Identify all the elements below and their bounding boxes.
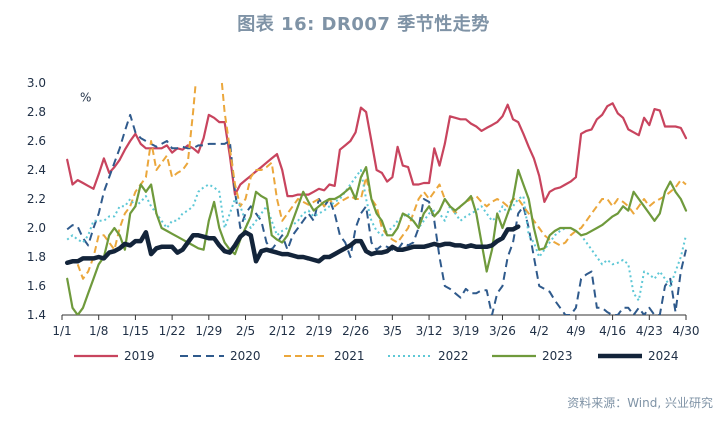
x-tick-label: 3/19 xyxy=(452,324,479,338)
chart-title: 图表 16: DR007 季节性走势 xyxy=(237,14,490,35)
x-tick-label: 3/5 xyxy=(383,324,402,338)
y-tick-label: 2.4 xyxy=(27,163,46,177)
y-tick-label: 2.2 xyxy=(27,192,46,206)
x-tick-label: 4/30 xyxy=(673,324,700,338)
x-tick-label: 3/12 xyxy=(416,324,443,338)
x-tick-label: 2/5 xyxy=(236,324,255,338)
x-tick-label: 4/2 xyxy=(530,324,549,338)
y-tick-label: 2.0 xyxy=(27,221,46,235)
x-tick-label: 4/9 xyxy=(566,324,585,338)
x-tick-label: 4/23 xyxy=(636,324,663,338)
axes: 1.4 1.6 1.8 2.0 2.2 2.4 2.6 2.8 3.0% 1/1 1/8 1/15 1/… xyxy=(27,76,700,338)
series-line-2021 xyxy=(76,82,197,280)
source-note: 资料来源：Wind, 兴业研究 xyxy=(567,396,713,410)
x-tick-label: 1/29 xyxy=(195,324,222,338)
legend-label-2020: 2020 xyxy=(230,349,261,363)
x-tick-label: 1/15 xyxy=(122,324,149,338)
series-line-2023 xyxy=(66,166,688,315)
legend-label-2019: 2019 xyxy=(124,349,155,363)
x-tick-label: 1/8 xyxy=(89,324,108,338)
x-tick-label: 2/26 xyxy=(342,324,369,338)
x-tick-label: 2/19 xyxy=(305,324,332,338)
y-tick-label: 1.4 xyxy=(27,308,46,322)
y-tick-label: 1.8 xyxy=(27,250,46,264)
y-tick-label: 2.8 xyxy=(27,105,46,119)
x-tick-label: 2/12 xyxy=(269,324,296,338)
legend-label-2023: 2023 xyxy=(542,349,573,363)
legend-label-2024: 2024 xyxy=(648,349,679,363)
x-tick-label: 3/26 xyxy=(489,324,516,338)
y-tick-label: 1.6 xyxy=(27,279,46,293)
series-line-2024 xyxy=(64,224,521,266)
y-tick-label: 3.0 xyxy=(27,76,46,90)
x-tick-label: 1/1 xyxy=(52,324,71,338)
x-tick-label: 4/16 xyxy=(599,324,626,338)
x-tick-label: 1/22 xyxy=(159,324,186,338)
series-line-2020 xyxy=(66,113,687,315)
legend-label-2022: 2022 xyxy=(438,349,469,363)
y-axis-unit: % xyxy=(80,91,91,105)
series-group xyxy=(64,82,688,315)
legend: 2019 2020 2021 2022 2023 2024 xyxy=(74,349,679,363)
series-line-2019 xyxy=(66,102,688,203)
y-tick-label: 2.6 xyxy=(27,134,46,148)
legend-label-2021: 2021 xyxy=(334,349,365,363)
